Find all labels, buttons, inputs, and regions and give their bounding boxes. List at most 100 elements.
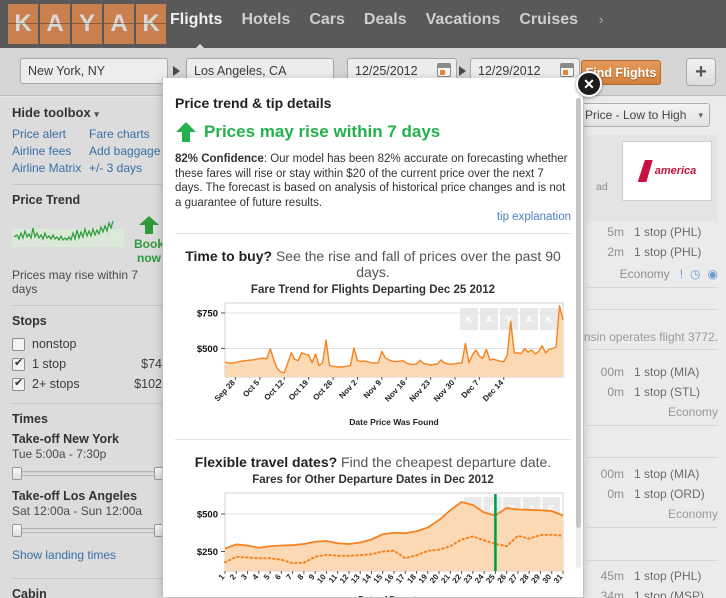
svg-text:A: A	[486, 315, 493, 325]
stops-filter-nonstop[interactable]: nonstop	[12, 334, 162, 354]
nav-item-deals[interactable]: Deals	[363, 11, 407, 28]
ad-label: ad	[596, 181, 608, 193]
advertisement-banner[interactable]: america ad	[586, 135, 718, 221]
divider	[175, 439, 571, 440]
stops-filter-2plus-stops[interactable]: 2+ stops $102	[12, 374, 162, 394]
chevron-down-icon: ▾	[698, 109, 703, 120]
takeoff-origin-slider[interactable]	[12, 467, 164, 480]
checkbox-checked-icon[interactable]	[12, 376, 25, 391]
svg-text:A: A	[526, 315, 533, 325]
result-stops: 1 stop (MIA)	[634, 467, 700, 481]
nav-item-hotels[interactable]: Hotels	[241, 11, 291, 28]
clock-icon[interactable]: ◷	[690, 267, 701, 281]
divider	[586, 457, 718, 458]
slider-handle-left[interactable]	[12, 524, 22, 537]
logo-tile: Y	[72, 4, 102, 44]
calendar-icon[interactable]	[560, 63, 574, 77]
result-row[interactable]: 2m 1 stop (PHL)	[590, 245, 718, 259]
svg-text:6: 6	[273, 572, 283, 582]
result-row[interactable]: 34m 1 stop (MSP)	[590, 589, 718, 598]
takeoff-origin-label: Take-off New York	[12, 432, 119, 446]
svg-text:4: 4	[251, 572, 261, 582]
svg-text:Oct 19: Oct 19	[287, 378, 311, 402]
result-row[interactable]: 45m 1 stop (PHL)	[590, 569, 718, 583]
link-plus-minus-3-days[interactable]: +/- 3 days	[89, 161, 143, 175]
nav-item-flights[interactable]: Flights	[170, 11, 223, 28]
svg-text:1: 1	[217, 572, 227, 582]
takeoff-dest-slider[interactable]	[12, 524, 164, 537]
result-row[interactable]: 00m 1 stop (MIA)	[590, 365, 718, 379]
stops-filter-1-stop[interactable]: 1 stop $74	[12, 354, 162, 374]
stops-label: 1 stop	[32, 357, 67, 371]
modal-scrollbar-thumb[interactable]	[576, 98, 581, 528]
section1-lead: Time to buy? See the rise and fall of pr…	[175, 248, 571, 280]
checkbox-icon[interactable]	[12, 337, 25, 351]
stops-label: 2+ stops	[32, 377, 80, 391]
operates-note: onsin operates flight 3772.	[577, 330, 718, 344]
sparkline-svg	[12, 220, 124, 247]
calendar-icon[interactable]	[437, 63, 451, 77]
slider-handle-left[interactable]	[12, 467, 22, 480]
nav-item-cruises[interactable]: Cruises	[519, 11, 579, 28]
result-cabin: Economy	[619, 267, 670, 281]
result-actions[interactable]: ! ◷ ◉	[680, 267, 718, 281]
svg-text:Nov 9: Nov 9	[362, 378, 384, 400]
checkbox-checked-icon[interactable]	[12, 356, 25, 371]
price-trend-sparkline	[12, 213, 130, 247]
svg-text:Y: Y	[506, 315, 512, 325]
link-airline-fees[interactable]: Airline fees	[12, 144, 72, 158]
stops-label: nonstop	[32, 337, 77, 351]
origin-input[interactable]: New York, NY	[20, 58, 168, 84]
close-modal-button[interactable]: ✕	[576, 71, 602, 97]
filters-sidebar: Hide toolbox ▾ Price alert Fare charts A…	[0, 97, 175, 598]
result-stops: 1 stop (STL)	[634, 385, 701, 399]
result-row[interactable]: 0m 1 stop (STL)	[590, 385, 718, 399]
eye-icon[interactable]: ◉	[707, 267, 718, 281]
link-add-baggage[interactable]: Add baggage	[89, 144, 161, 158]
result-meta-row: Economy ! ◷ ◉	[620, 267, 718, 281]
route-arrow-icon	[173, 66, 180, 76]
chart2-title: Fares for Other Departure Dates in Dec 2…	[252, 474, 494, 486]
result-row[interactable]: 0m 1 stop (ORD)	[590, 487, 718, 501]
sort-dropdown[interactable]: Price - Low to High ▾	[578, 103, 710, 127]
nav-item-vacations[interactable]: Vacations	[425, 11, 501, 28]
divider	[12, 578, 162, 579]
sort-dropdown-label: Price - Low to High	[585, 108, 687, 122]
hide-toolbox-toggle[interactable]: Hide toolbox ▾	[12, 105, 162, 120]
takeoff-dest-label: Take-off Los Angeles	[12, 489, 138, 503]
nav-item-cars[interactable]: Cars	[309, 11, 345, 28]
kayak-logo[interactable]: K A Y A K	[8, 4, 166, 44]
tip-explanation-link[interactable]: tip explanation	[496, 211, 571, 223]
section2-lead-bold: Flexible travel dates?	[194, 454, 338, 470]
link-airline-matrix[interactable]: Airline Matrix	[12, 161, 82, 175]
result-duration: 34m	[600, 589, 624, 598]
result-stops: 1 stop (ORD)	[634, 487, 705, 501]
ad-creative: america	[622, 141, 712, 201]
show-landing-times-link[interactable]: Show landing times	[12, 548, 117, 562]
modal-scrollbar[interactable]	[576, 98, 581, 568]
logo-tile: A	[40, 4, 70, 44]
add-search-button[interactable]: +	[686, 58, 716, 86]
result-row[interactable]: 00m 1 stop (MIA)	[590, 467, 718, 481]
result-row[interactable]: 5m 1 stop (PHL)	[590, 225, 718, 239]
svg-text:K: K	[546, 315, 553, 325]
result-duration: 0m	[607, 385, 624, 399]
link-price-alert[interactable]: Price alert	[12, 127, 67, 141]
divider	[586, 527, 718, 528]
logo-tile: K	[136, 4, 166, 44]
result-stops: 1 stop (PHL)	[634, 245, 702, 259]
svg-text:A: A	[489, 504, 496, 514]
svg-text:Date Price Was Found: Date Price Was Found	[349, 417, 438, 427]
times-heading: Times	[12, 412, 48, 426]
link-fare-charts[interactable]: Fare charts	[89, 127, 150, 141]
nav-more-chevron-icon[interactable]: ›	[599, 12, 604, 27]
alert-icon[interactable]: !	[679, 267, 684, 281]
divider	[12, 184, 162, 185]
svg-text:Dec 7: Dec 7	[460, 378, 482, 400]
confidence-bold: 82% Confidence	[175, 153, 264, 165]
chart2-holder: KAYAK$250$500123456789101112131415161718…	[175, 489, 571, 597]
trend-headline: Prices may rise within 7 days	[204, 122, 441, 141]
svg-text:Dec 14: Dec 14	[481, 378, 506, 403]
svg-text:Oct 5: Oct 5	[241, 378, 262, 399]
